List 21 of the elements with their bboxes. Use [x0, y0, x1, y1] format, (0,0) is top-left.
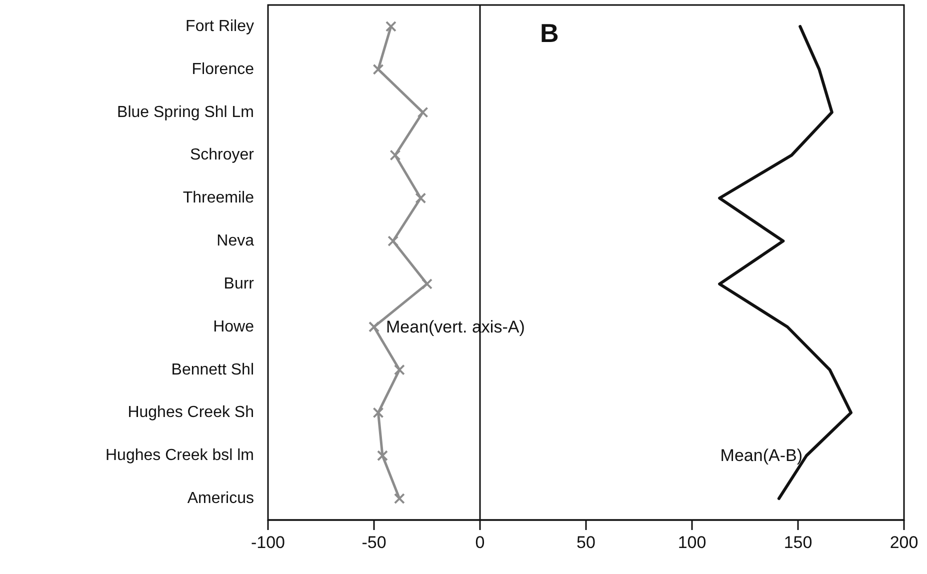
y-tick-label: Florence [192, 60, 254, 78]
x-tick-label: 100 [678, 533, 706, 552]
x-tick-label: -50 [362, 533, 386, 552]
y-tick-label: Americus [187, 490, 254, 508]
y-tick-label: Bennett Shl [171, 361, 254, 378]
annotation: B [540, 18, 559, 48]
x-tick-label: 200 [890, 533, 918, 552]
x-tick-label: 0 [475, 533, 485, 552]
y-tick-label: Neva [216, 232, 254, 250]
y-tick-label: Threemile [182, 190, 254, 207]
y-tick-label: Blue Spring Shl Lm [117, 104, 254, 121]
y-tick-label: Burr [224, 275, 255, 292]
x-tick-label: 50 [576, 533, 596, 552]
series-label: Mean(A-B) [720, 446, 802, 466]
y-tick-label: Hughes Creek Sh [128, 404, 254, 422]
y-tick-label: Howe [213, 318, 254, 336]
x-tick-label: -100 [250, 533, 286, 552]
y-tick-label: Schroyer [190, 146, 255, 164]
x-tick-label: 150 [784, 533, 812, 552]
y-tick-label: Fort Riley [186, 18, 254, 35]
y-tick-label: Hughes Creek bsl lm [106, 447, 254, 464]
